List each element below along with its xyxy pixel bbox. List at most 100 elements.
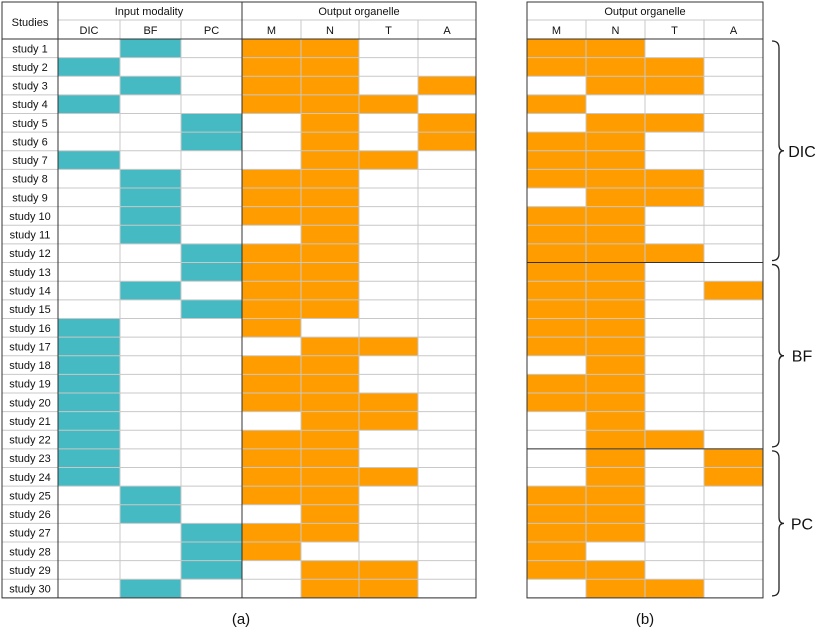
output-cell-9-N [301,188,359,207]
output-cell-4-N [301,94,359,114]
output-cell-b-14-A [704,281,763,300]
group-label-bf: BF [792,349,813,366]
output-cell-b-19-N [586,374,645,393]
output-cell-b-10-M [527,206,586,226]
output-cell-6-N [301,132,359,151]
output-cell-b-23-A [704,448,763,468]
output-cell-b-1-M [527,39,586,58]
input-cell-14 [120,281,181,300]
output-col-label-b-n: N [612,25,620,37]
output-cell-22-N [301,430,359,449]
input-cell-22 [58,430,120,449]
study-label: study 10 [9,211,51,223]
input-cell-1 [120,39,181,58]
input-col-label-dic: DIC [80,25,99,37]
output-cell-b-10-N [586,206,645,226]
output-cell-1-N [301,39,359,58]
study-label: study 9 [12,192,47,204]
output-cell-3-A [418,76,476,95]
group-label-dic: DIC [788,144,816,161]
output-cell-b-14-M [527,281,586,300]
study-label: study 23 [9,453,51,465]
study-label: study 7 [12,155,47,167]
input-col-label-bf: BF [143,25,157,37]
output-cell-21-N [301,411,359,431]
output-cell-24-N [301,467,359,487]
study-label: study 4 [12,99,47,111]
input-cell-23 [58,448,120,468]
output-cell-18-M [242,355,301,375]
caption-a: (a) [232,611,250,628]
input-cell-21 [58,411,120,431]
input-cell-28 [181,542,242,561]
output-cell-b-26-M [527,504,586,524]
study-label: study 8 [12,174,47,186]
output-cell-b-7-N [586,150,645,170]
input-cell-7 [58,150,120,170]
output-cell-b-13-M [527,262,586,282]
output-cell-18-N [301,355,359,375]
output-cell-b-8-N [586,169,645,189]
study-label: study 12 [9,248,51,260]
panel-b: M N T A DIC BF PC [526,1,816,599]
output-cell-2-M [242,57,301,77]
output-cell-5-N [301,113,359,133]
output-cell-1-M [242,39,301,58]
input-cell-19 [58,374,120,393]
study-label: study 27 [9,528,51,540]
input-cell-30 [120,579,181,598]
output-cell-9-M [242,188,301,207]
output-cell-b-25-N [586,486,645,505]
output-cell-20-N [301,392,359,412]
input-cell-11 [120,225,181,244]
study-label: study 21 [9,416,51,428]
input-cell-17 [58,337,120,356]
study-label: study 29 [9,565,51,577]
output-cell-b-27-N [586,523,645,543]
output-cell-16-M [242,318,301,338]
output-cell-b-20-M [527,392,586,412]
output-cell-b-17-N [586,337,645,356]
output-cell-3-N [301,76,359,95]
output-cell-b-21-N [586,411,645,431]
output-cell-b-24-N [586,467,645,487]
table-a-border [1,1,477,599]
group-label-pc: PC [791,516,813,533]
output-cell-b-16-N [586,318,645,338]
output-cell-b-24-A [704,467,763,487]
output-cell-30-T [359,579,418,598]
output-cell-23-M [242,448,301,468]
output-cell-b-3-T [645,76,704,95]
output-cell-24-T [359,467,418,487]
input-cell-3 [120,76,181,95]
output-cell-b-23-N [586,448,645,468]
output-cell-b-11-N [586,225,645,244]
output-cell-b-5-N [586,113,645,133]
output-cell-19-M [242,374,301,393]
input-cell-4 [58,94,120,114]
output-col-label-b-a: A [730,25,738,37]
brace-bf [771,263,785,448]
output-cell-b-6-M [527,132,586,151]
output-cell-b-7-M [527,150,586,170]
table-b-border [526,1,764,599]
input-modality-header: Input modality [115,6,184,18]
study-label: study 17 [9,341,51,353]
input-cell-5 [181,113,242,133]
output-cell-15-M [242,299,301,319]
output-cell-24-M [242,467,301,487]
output-cell-17-N [301,337,359,356]
study-label: study 20 [9,397,51,409]
output-cell-26-N [301,504,359,524]
output-cell-b-30-T [645,579,704,598]
output-cell-b-16-M [527,318,586,338]
output-cell-8-N [301,169,359,189]
output-cell-10-N [301,206,359,226]
brace-dic [771,40,785,262]
input-cell-13 [181,262,242,282]
output-cell-19-N [301,374,359,393]
studies-header: Studies [12,17,49,29]
output-cell-2-N [301,57,359,77]
output-cell-4-M [242,94,301,114]
